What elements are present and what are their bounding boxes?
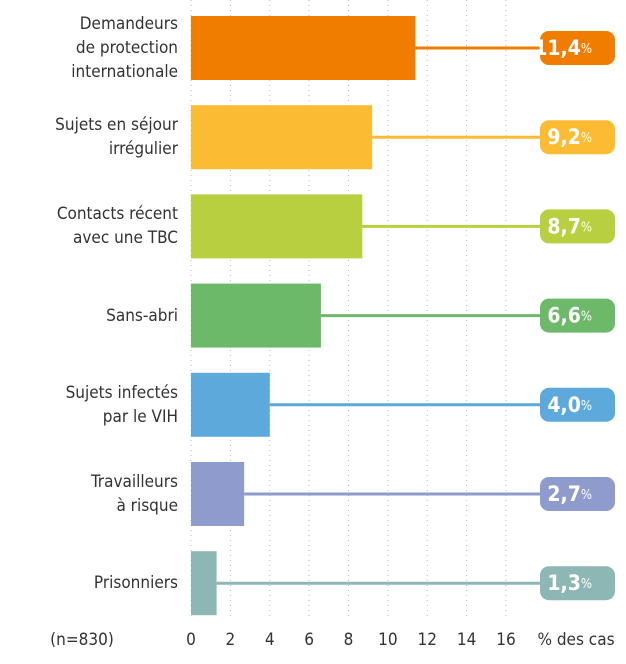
bar <box>191 551 217 616</box>
category-label: Contacts récent avec une TBC <box>56 204 178 249</box>
x-tick-label: 4 <box>265 630 275 650</box>
value-number: 6,6 <box>547 304 580 328</box>
value-badge <box>540 120 615 155</box>
category-label: Travailleurs à risque <box>90 472 178 516</box>
x-tick-label: 12 <box>418 630 437 650</box>
value-number: 1,3 <box>547 571 580 595</box>
value-badge <box>540 387 615 422</box>
x-tick-label: 14 <box>457 630 476 650</box>
value-unit: % <box>581 488 592 503</box>
value-unit: % <box>581 309 592 324</box>
value-unit: % <box>581 131 592 146</box>
value-number: 4,0 <box>547 393 580 417</box>
value-badge <box>540 477 615 511</box>
value-unit: % <box>581 220 592 235</box>
value-badge <box>540 566 615 601</box>
value-unit: % <box>581 577 592 592</box>
x-tick-label: 10 <box>378 630 397 650</box>
value-label: 6,6% <box>547 304 592 328</box>
value-label: 11,4% <box>534 36 592 60</box>
category-label: Sujets infectés par le VIH <box>65 382 178 427</box>
value-label: 1,3% <box>547 571 592 595</box>
x-tick-label: 2 <box>226 630 236 650</box>
value-number: 11,4 <box>534 36 581 60</box>
x-axis-label: % des cas <box>537 630 614 650</box>
value-unit: % <box>581 42 592 57</box>
value-badge <box>540 31 615 65</box>
value-unit: % <box>581 398 592 413</box>
value-label: 9,2% <box>547 125 592 149</box>
bar <box>191 16 416 80</box>
note: (n=830) <box>50 630 114 650</box>
category-label: Sans-abri <box>106 305 178 326</box>
value-number: 8,7 <box>547 214 580 238</box>
value-number: 2,7 <box>547 482 580 506</box>
category-label: Prisonniers <box>93 573 178 594</box>
bar <box>191 462 245 526</box>
x-tick-label: 16 <box>496 630 515 650</box>
value-badge <box>540 209 615 244</box>
bar <box>191 105 373 170</box>
x-tick-label: 0 <box>186 630 196 650</box>
value-label: 2,7% <box>547 482 592 506</box>
value-label: 4,0% <box>547 393 592 417</box>
bar <box>191 283 321 348</box>
x-tick-label: 6 <box>304 630 314 650</box>
category-label: Demandeurs de protection internationale <box>71 14 178 82</box>
bar <box>191 194 363 259</box>
x-tick-label: 8 <box>344 630 354 650</box>
value-label: 8,7% <box>547 214 592 238</box>
value-number: 9,2 <box>547 125 580 149</box>
value-badge <box>540 298 615 333</box>
bar <box>191 372 270 437</box>
category-label: Sujets en séjour irrégulier <box>55 115 178 160</box>
